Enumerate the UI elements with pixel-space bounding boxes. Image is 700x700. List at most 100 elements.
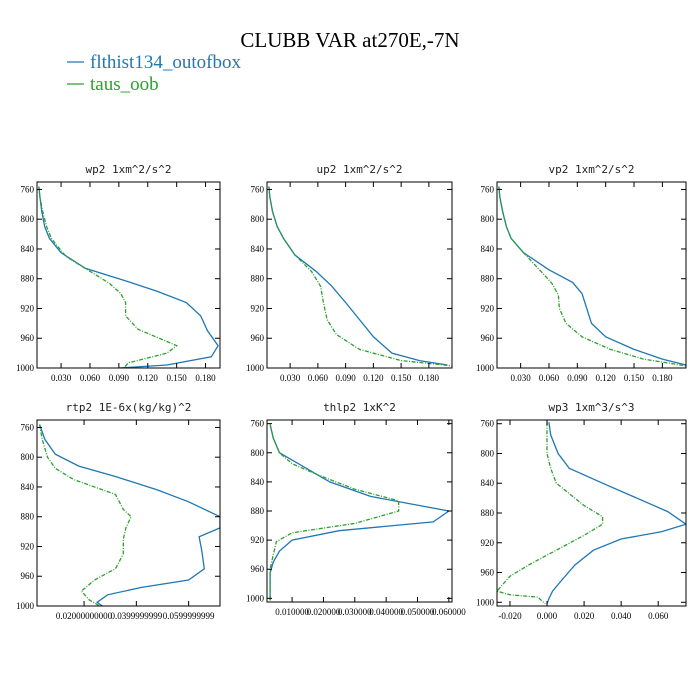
x-tick-label: 0.150 [624, 373, 645, 383]
panel-title: vp2 1xm^2/s^2 [548, 163, 634, 176]
series-line-flthist134 [269, 424, 451, 601]
panels: wp2 1xm^2/s^2 760 800 840 880 920 960 1000 0.030… [16, 163, 687, 621]
x-tick-label: 0.180 [652, 373, 673, 383]
series-line-flthist134 [268, 186, 448, 366]
y-tick-label: 800 [251, 214, 265, 224]
x-tick-label: 0.060 [648, 611, 669, 621]
y-tick-label: 1000 [246, 593, 265, 603]
y-tick-label: 1000 [16, 363, 35, 373]
x-tick-label: 0.030000 [338, 607, 372, 617]
x-tick-label: 0.060 [308, 373, 329, 383]
y-tick-label: 840 [21, 482, 35, 492]
series-line-flthist134 [38, 186, 219, 368]
y-tick-label: 960 [481, 333, 495, 343]
x-tick-label: 0.040000 [369, 607, 403, 617]
x-tick-label: 0.150 [167, 373, 188, 383]
x-tick-label: 0.180 [195, 373, 216, 383]
panel-title: wp2 1xm^2/s^2 [85, 163, 171, 176]
series-line-taus-oob [497, 422, 604, 605]
y-tick-label: 920 [251, 303, 265, 313]
x-tick-label: 0.030 [511, 373, 532, 383]
x-tick-label: 0.090 [336, 373, 357, 383]
series-line-taus-oob [38, 424, 132, 606]
y-tick-label: 880 [21, 274, 35, 284]
y-tick-label: 880 [21, 512, 35, 522]
panel-1: wp2 1xm^2/s^2 760 800 840 880 920 960 1000 0.030… [16, 163, 221, 383]
plot-frame [496, 181, 687, 369]
panel-2: up2 1xm^2/s^2 760 800 840 880 920 960 1000 0.030… [246, 163, 453, 383]
y-tick-label: 840 [251, 477, 265, 487]
x-tick-label: 0.060 [539, 373, 560, 383]
y-tick-label: 840 [251, 244, 265, 254]
y-tick-label: 840 [481, 244, 495, 254]
y-tick-label: 920 [21, 541, 35, 551]
x-tick-label: 0.060 [80, 373, 101, 383]
y-tick-label: 920 [481, 303, 495, 313]
x-tick-label: 0.030 [280, 373, 301, 383]
y-tick-label: 840 [481, 478, 495, 488]
plot-frame [36, 419, 221, 607]
y-tick-label: 880 [481, 274, 495, 284]
y-tick-label: 1000 [476, 597, 495, 607]
y-tick-label: 1000 [246, 363, 265, 373]
y-tick-label: 800 [251, 448, 265, 458]
y-tick-label: 960 [21, 333, 35, 343]
x-tick-label: 0.030 [51, 373, 72, 383]
x-tick-label: 0.02000000000 [56, 611, 113, 621]
y-tick-label: 800 [481, 214, 495, 224]
panel-4: rtp2 1E-6x(kg/kg)^2 760 800 840 880 920 960 100… [16, 401, 221, 621]
y-tick-label: 760 [251, 184, 265, 194]
x-tick-label: 0.150 [391, 373, 412, 383]
series-line-flthist134 [546, 422, 686, 605]
panel-6: wp3 1xm^3/s^3 760 800 840 880 920 960 1000-0.02… [476, 401, 687, 621]
y-tick-label: 760 [481, 419, 495, 429]
y-tick-label: 880 [251, 274, 265, 284]
y-tick-label: 920 [481, 538, 495, 548]
x-tick-label: 0.060000 [432, 607, 466, 617]
panel-title: rtp2 1E-6x(kg/kg)^2 [66, 401, 192, 414]
x-tick-label: 0.090 [109, 373, 130, 383]
series-line-taus-oob [269, 424, 400, 601]
y-tick-label: 760 [481, 184, 495, 194]
legend: flthist134_outofbox taus_oob [67, 52, 241, 95]
plot-frame [36, 181, 221, 369]
x-tick-label: 0.180 [419, 373, 440, 383]
x-tick-label: 0.050000 [401, 607, 435, 617]
x-tick-label: 0.120 [596, 373, 617, 383]
y-tick-label: 760 [21, 184, 35, 194]
plot-frame [266, 181, 453, 369]
plot-frame [496, 419, 687, 607]
x-tick-label: 0.120 [363, 373, 384, 383]
panel-title: up2 1xm^2/s^2 [316, 163, 402, 176]
panel-title: thlp2 1xK^2 [323, 401, 396, 414]
x-tick-label: 0.000 [537, 611, 558, 621]
series-line-flthist134 [38, 424, 220, 606]
x-tick-label: 0.020 [574, 611, 595, 621]
panel-3: vp2 1xm^2/s^2 760 800 840 880 920 960 1000 0.030… [476, 163, 687, 383]
y-tick-label: 760 [251, 419, 265, 429]
y-tick-label: 840 [21, 244, 35, 254]
y-tick-label: 1000 [16, 601, 35, 611]
y-tick-label: 960 [251, 333, 265, 343]
plot-frame [266, 419, 453, 603]
y-tick-label: 920 [21, 303, 35, 313]
y-tick-label: 880 [481, 508, 495, 518]
x-tick-label: 0.090 [567, 373, 588, 383]
legend-label-flthist134: flthist134_outofbox [90, 52, 241, 73]
series-line-taus-oob [38, 186, 178, 368]
series-line-taus-oob [268, 186, 452, 367]
y-tick-label: 880 [251, 506, 265, 516]
x-tick-label: 0.020000 [307, 607, 341, 617]
x-tick-label: 0.040 [611, 611, 632, 621]
series-line-taus-oob [498, 186, 686, 367]
y-tick-label: 800 [21, 452, 35, 462]
x-tick-label: 0.010000 [275, 607, 309, 617]
series-line-flthist134 [498, 186, 686, 366]
y-tick-label: 960 [251, 564, 265, 574]
panel-5: thlp2 1xK^2 760 800 840 880 920 960 1000 0.01000… [246, 401, 466, 617]
panel-title: wp3 1xm^3/s^3 [548, 401, 634, 414]
x-tick-label: 0.0399999999 [110, 611, 162, 621]
y-tick-label: 760 [21, 422, 35, 432]
x-tick-label: -0.020 [498, 611, 522, 621]
